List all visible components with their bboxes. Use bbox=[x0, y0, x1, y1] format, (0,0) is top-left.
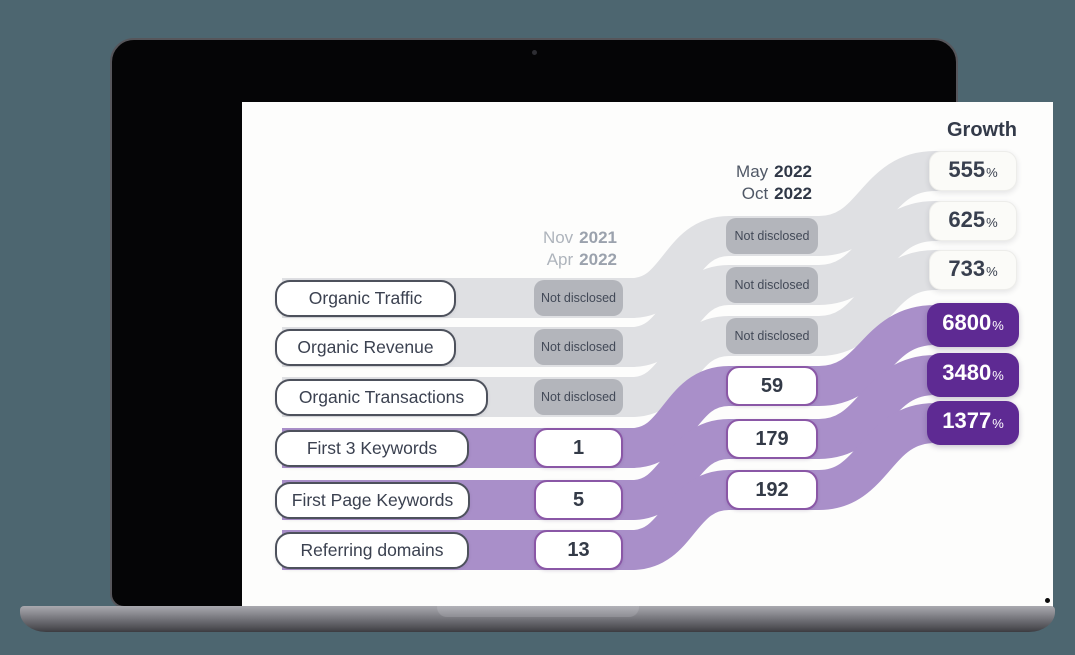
period-2-header: May 2022 Oct 2022 bbox=[736, 161, 812, 205]
growth-badge: 733% bbox=[929, 250, 1017, 290]
flow-ribbon bbox=[282, 305, 998, 468]
webcam-icon bbox=[532, 50, 537, 55]
growth-badge: 1377% bbox=[927, 401, 1019, 445]
laptop-base bbox=[20, 606, 1055, 632]
flow-ribbon bbox=[282, 355, 998, 520]
flow-ribbon bbox=[282, 151, 998, 318]
flow-ribbon bbox=[282, 403, 998, 570]
not-disclosed-box: Not disclosed bbox=[726, 218, 818, 254]
flow-ribbon bbox=[282, 250, 998, 417]
not-disclosed-box: Not disclosed bbox=[534, 379, 623, 415]
growth-value: 625 bbox=[948, 207, 986, 232]
base-notch bbox=[437, 606, 639, 617]
value-box: 192 bbox=[726, 470, 818, 510]
percent-sign: % bbox=[992, 318, 1004, 333]
metric-label: First Page Keywords bbox=[275, 481, 470, 519]
percent-sign: % bbox=[986, 215, 998, 230]
value-box: 59 bbox=[726, 366, 818, 406]
period-1-line-2: Apr 2022 bbox=[546, 250, 617, 269]
value-box: 5 bbox=[534, 480, 623, 520]
not-disclosed-box: Not disclosed bbox=[726, 318, 818, 354]
period-1-header: Nov 2021 Apr 2022 bbox=[543, 227, 617, 271]
period-1-line-1: Nov 2021 bbox=[542, 228, 617, 247]
percent-sign: % bbox=[986, 165, 998, 180]
value-box: 1 bbox=[534, 428, 623, 468]
laptop-screen: Growth Nov 2021 Apr 2022 May 2022 Oct 2022 bbox=[242, 102, 1053, 611]
value-box: 13 bbox=[534, 530, 623, 570]
percent-sign: % bbox=[992, 416, 1004, 431]
growth-badge: 3480% bbox=[927, 353, 1019, 397]
period-2-line-2: Oct 2022 bbox=[741, 184, 812, 203]
percent-sign: % bbox=[986, 264, 998, 279]
metric-label: First 3 Keywords bbox=[275, 429, 469, 467]
growth-value: 733 bbox=[948, 256, 986, 281]
flow-ribbon bbox=[282, 201, 998, 367]
growth-column-header: Growth bbox=[947, 119, 1017, 141]
metric-label: Referring domains bbox=[275, 531, 469, 569]
flow-ribbons bbox=[282, 151, 998, 570]
not-disclosed-box: Not disclosed bbox=[534, 280, 623, 316]
growth-value: 555 bbox=[948, 157, 986, 182]
metric-label: Organic Revenue bbox=[275, 328, 456, 366]
period-2-line-1: May 2022 bbox=[736, 162, 812, 181]
percent-sign: % bbox=[992, 368, 1004, 383]
cursor-dot bbox=[1045, 598, 1050, 603]
growth-value: 1377 bbox=[942, 408, 992, 433]
metric-label: Organic Traffic bbox=[275, 279, 456, 317]
growth-badge: 6800% bbox=[927, 303, 1019, 347]
growth-value: 3480 bbox=[942, 360, 992, 385]
not-disclosed-box: Not disclosed bbox=[534, 329, 623, 365]
not-disclosed-box: Not disclosed bbox=[726, 267, 818, 303]
growth-badge: 555% bbox=[929, 151, 1017, 191]
growth-value: 6800 bbox=[942, 310, 992, 335]
metric-label: Organic Transactions bbox=[275, 378, 488, 416]
growth-badge: 625% bbox=[929, 201, 1017, 241]
value-box: 179 bbox=[726, 419, 818, 459]
